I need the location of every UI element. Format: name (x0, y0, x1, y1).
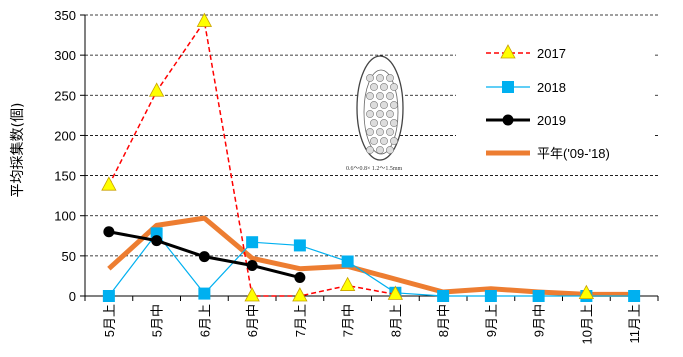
x-tick-label: 5月上 (102, 304, 117, 337)
egg-cell (366, 74, 374, 82)
x-axis-ticks: 5月上 5月中 6月上 6月中 7月上 7月中 8月上 8月中 9月上 9月中 10月上 11月上 (84, 296, 659, 344)
egg-cell (370, 83, 378, 91)
legend-box (456, 35, 655, 167)
x-tick-label: 11月上 (627, 304, 642, 344)
data-point (339, 276, 356, 291)
x-tick-label: 6月上 (197, 304, 212, 337)
legend-item: 平年('09-'18) (486, 146, 610, 161)
data-point (101, 176, 117, 191)
series-layer (101, 12, 641, 302)
y-tick-label: 50 (62, 249, 76, 264)
y-axis-label: 平均採集数(個) (9, 103, 26, 198)
y-tick-label: 200 (54, 128, 76, 143)
egg-cell (390, 137, 398, 145)
legend-item: 2019 (486, 113, 566, 128)
data-point (532, 290, 545, 302)
series-line (108, 232, 635, 297)
egg-cell (370, 137, 378, 145)
egg-cell (366, 110, 374, 118)
egg-cell (390, 119, 398, 127)
data-point (292, 287, 308, 302)
series-2018 (102, 227, 641, 302)
egg-cell (376, 146, 384, 154)
data-point (628, 290, 641, 302)
egg-cell (376, 92, 384, 100)
series-line (108, 20, 396, 297)
data-point (437, 290, 450, 302)
data-point (148, 82, 165, 97)
data-point (341, 255, 354, 268)
egg-cell (390, 101, 398, 109)
egg-cell (376, 110, 384, 118)
data-point (102, 290, 115, 302)
legend-label: 2019 (537, 113, 566, 128)
egg-cell (366, 146, 374, 154)
legend-swatch-marker (500, 44, 516, 59)
data-point (198, 287, 211, 300)
y-tick-label: 100 (54, 209, 76, 224)
x-tick-label: 9月上 (484, 304, 499, 337)
y-tick-label: 350 (54, 8, 76, 23)
egg-cell (386, 146, 394, 154)
data-point (246, 236, 259, 249)
data-point (294, 272, 306, 284)
x-tick-label: 6月中 (245, 304, 260, 337)
series-2019 (103, 226, 306, 284)
series-2017 (101, 12, 595, 302)
y-tick-label: 300 (54, 48, 76, 63)
data-point (484, 290, 497, 302)
egg-cell (366, 92, 374, 100)
egg-inset: 0.6～0.8× 1.2～1.5mm (346, 55, 404, 172)
egg-cell (376, 128, 384, 136)
egg-cell (386, 128, 394, 136)
series-line (107, 215, 635, 297)
series-平年('09-'18) (107, 215, 635, 297)
x-tick-label: 7月中 (341, 304, 356, 337)
legend-items: 2017 2018 2019 平年('09-'18) (486, 44, 610, 161)
data-point (244, 287, 260, 302)
legend: 2017 2018 2019 平年('09-'18) (456, 35, 655, 167)
legend-label: 2018 (537, 80, 566, 95)
egg-cell (380, 119, 388, 127)
inset-caption: 0.6～0.8× 1.2～1.5mm (346, 166, 403, 172)
egg-illustration-inner (363, 69, 399, 155)
egg-cell (386, 92, 394, 100)
legend-label: 2017 (537, 46, 566, 61)
x-tick-label: 8月上 (388, 304, 403, 337)
x-tick-label: 8月中 (436, 304, 451, 337)
data-point (196, 12, 213, 27)
x-tick-label: 9月中 (532, 304, 547, 337)
data-point (103, 226, 115, 238)
egg-cell (366, 128, 374, 136)
egg-cells (366, 74, 398, 154)
legend-label: 平年('09-'18) (537, 146, 610, 161)
egg-cell (376, 74, 384, 82)
x-tick-label: 10月上 (579, 304, 594, 344)
legend-swatch-marker (502, 81, 514, 93)
legend-item: 2018 (486, 80, 566, 95)
egg-cell (390, 83, 398, 91)
x-tick-label: 5月中 (150, 304, 165, 337)
egg-cell (380, 137, 388, 145)
data-point (293, 239, 306, 252)
data-point (246, 259, 258, 271)
egg-cell (386, 110, 394, 118)
x-tick-label: 7月上 (293, 304, 308, 337)
data-point (198, 251, 210, 263)
egg-cell (370, 119, 378, 127)
y-tick-label: 150 (54, 169, 76, 184)
legend-item: 2017 (486, 44, 566, 61)
data-point (387, 285, 404, 300)
egg-cell (386, 74, 394, 82)
egg-cell (370, 101, 378, 109)
y-axis-ticks: 0 50 100 150 200 250 300 350 (54, 8, 85, 304)
data-point (151, 235, 163, 247)
y-tick-label: 0 (69, 289, 76, 304)
egg-cell (380, 83, 388, 91)
legend-swatch-marker (502, 114, 514, 126)
data-point (578, 284, 595, 299)
y-tick-label: 250 (54, 88, 76, 103)
egg-cell (380, 101, 388, 109)
